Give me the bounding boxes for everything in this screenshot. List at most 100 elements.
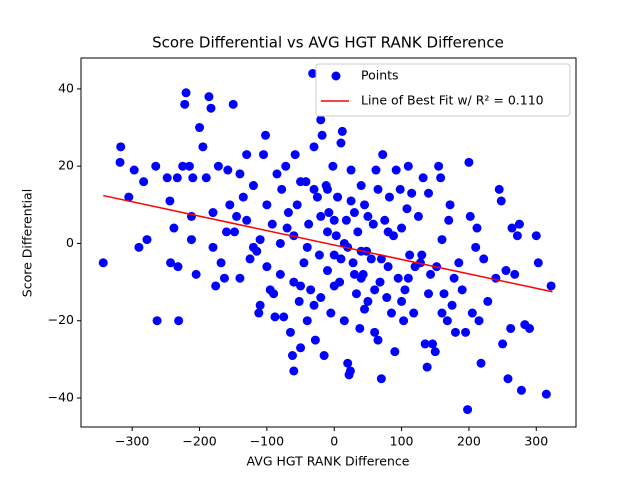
point [316, 211, 326, 221]
point [525, 323, 535, 333]
point [115, 157, 125, 167]
point [262, 262, 272, 272]
point [353, 227, 363, 237]
point [308, 68, 318, 78]
point [533, 258, 543, 268]
point [324, 208, 334, 218]
point [248, 242, 258, 252]
point [476, 358, 486, 368]
point [501, 266, 511, 276]
point [238, 192, 248, 202]
point [434, 161, 444, 171]
point [510, 269, 520, 279]
point [397, 223, 407, 233]
point [186, 235, 196, 245]
x-tick-label: −300 [115, 434, 149, 449]
point [368, 219, 378, 229]
point [465, 211, 475, 221]
point [289, 366, 299, 376]
point [329, 281, 339, 291]
point [228, 99, 238, 109]
x-tick-label: 100 [390, 434, 414, 449]
point [178, 161, 188, 171]
point [211, 281, 221, 291]
point [152, 316, 162, 326]
point [275, 238, 285, 248]
point [356, 181, 366, 191]
x-tick-label: −100 [250, 434, 284, 449]
point [467, 308, 477, 318]
point [407, 188, 417, 198]
point [395, 184, 405, 194]
point [309, 142, 319, 152]
point [516, 385, 526, 395]
point [512, 231, 522, 241]
point [316, 115, 326, 125]
point [282, 223, 292, 233]
fit-line [103, 194, 553, 293]
point [409, 308, 419, 318]
point [436, 173, 446, 183]
point [348, 258, 358, 268]
x-tick-label: −200 [182, 434, 216, 449]
point [498, 339, 508, 349]
point [349, 208, 359, 218]
point [208, 242, 218, 252]
point [169, 223, 179, 233]
point [541, 389, 551, 399]
point [393, 273, 403, 283]
point [336, 254, 346, 264]
point [445, 200, 455, 210]
point [383, 227, 393, 237]
point [360, 304, 370, 314]
point [428, 339, 438, 349]
point [450, 327, 460, 337]
point [304, 219, 314, 229]
point [370, 327, 380, 337]
point [339, 316, 349, 326]
point [316, 293, 326, 303]
point [373, 184, 383, 194]
point [437, 308, 447, 318]
point [317, 130, 327, 140]
point [363, 296, 373, 306]
point [309, 300, 319, 310]
point [191, 269, 201, 279]
point [262, 200, 272, 210]
point [471, 242, 481, 252]
legend-box [315, 63, 571, 117]
point [181, 88, 191, 98]
point [329, 215, 339, 225]
point [430, 347, 440, 357]
y-tick-label: 40 [58, 80, 74, 95]
point [442, 316, 452, 326]
point [166, 258, 176, 268]
point [173, 262, 183, 272]
point [437, 235, 447, 245]
point [403, 161, 413, 171]
point [402, 204, 412, 214]
point [341, 215, 351, 225]
y-tick-label: 20 [58, 158, 74, 173]
point [230, 227, 240, 237]
point [184, 161, 194, 171]
point [339, 238, 349, 248]
point [281, 161, 291, 171]
point [116, 142, 126, 152]
point [302, 242, 312, 252]
y-tick-label: −20 [48, 312, 74, 327]
point [129, 165, 139, 175]
point [494, 184, 504, 194]
point [405, 250, 415, 260]
point [272, 169, 282, 179]
point [223, 165, 233, 175]
point [449, 273, 459, 283]
point [208, 208, 218, 218]
point [242, 215, 252, 225]
point [188, 173, 198, 183]
point [403, 273, 413, 283]
point [267, 219, 277, 229]
point [420, 339, 430, 349]
point [261, 130, 271, 140]
